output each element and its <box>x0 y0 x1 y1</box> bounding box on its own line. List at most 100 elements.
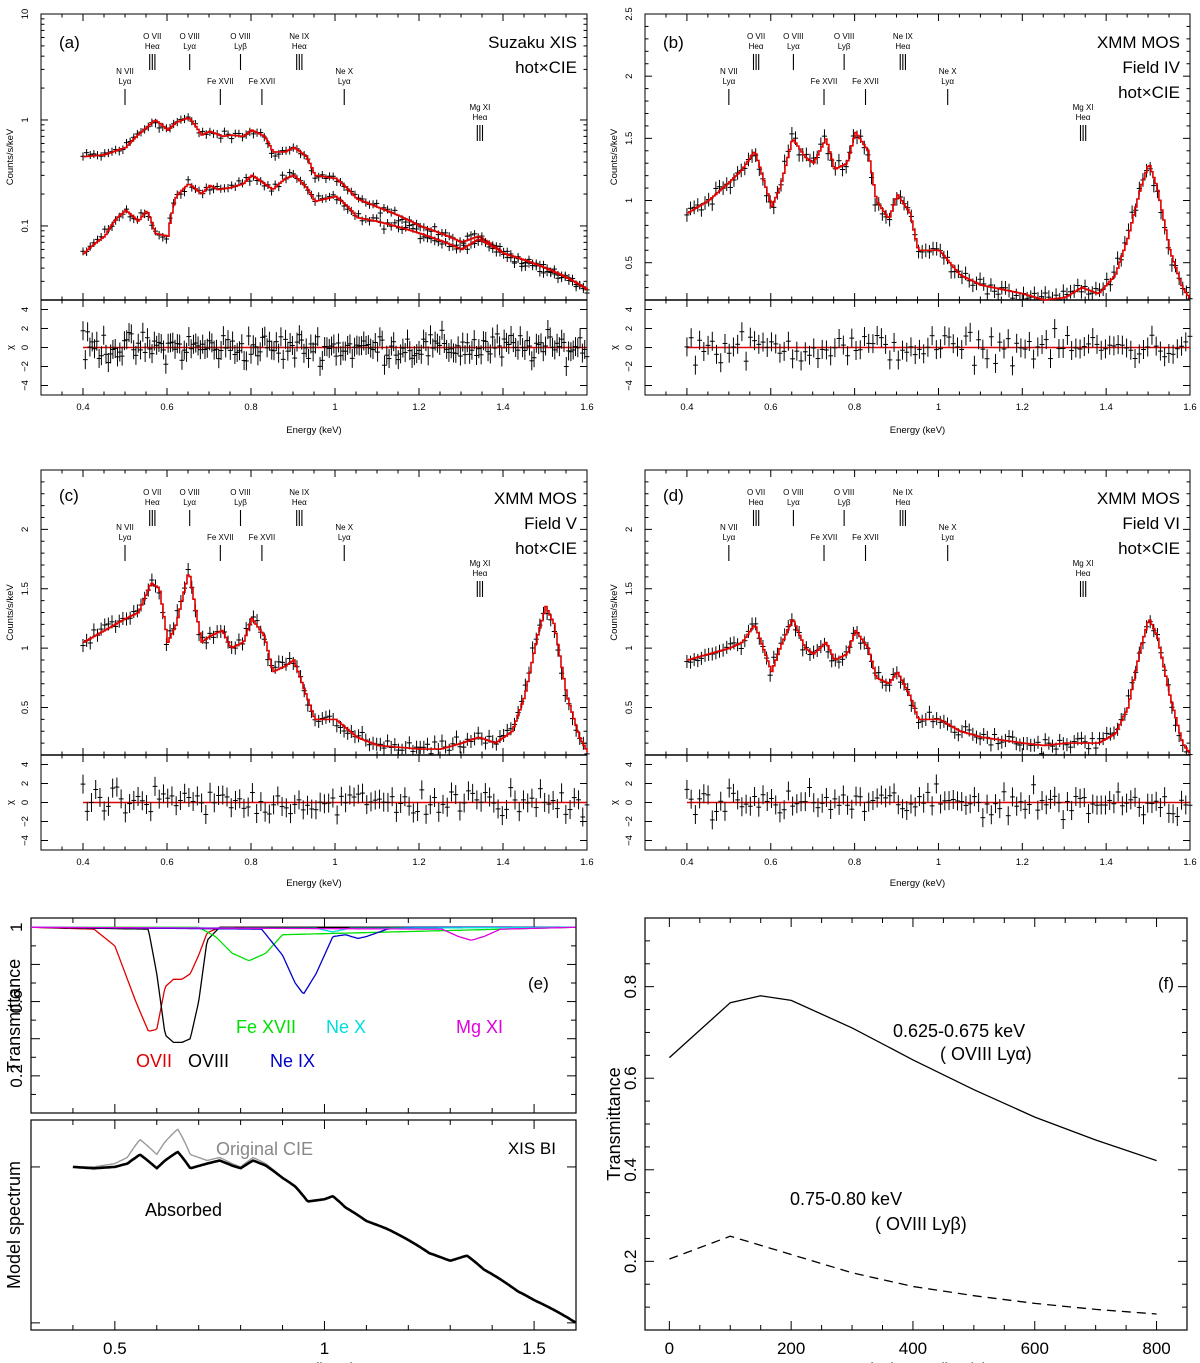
line-label: Lyα <box>183 498 196 507</box>
x-tick-label: 1 <box>936 402 941 413</box>
x-axis-label: Turbulence (km/s) <box>844 1360 988 1363</box>
residual-tick-label: −2 <box>20 816 31 827</box>
y-tick-label: 1 <box>20 117 31 122</box>
panel-label: (c) <box>59 486 79 505</box>
line-label: Lyα <box>941 77 954 86</box>
line-label: O VIII <box>179 32 199 41</box>
y-tick-label: 2 <box>624 527 635 532</box>
y-tick-label: 0.5 <box>624 256 635 269</box>
line-label: Lyβ <box>838 498 851 507</box>
residual-tick-label: −2 <box>624 816 635 827</box>
panel-title: hot×CIE <box>515 58 577 77</box>
line-label: Heα <box>145 498 160 507</box>
line-label: Lyα <box>119 533 132 542</box>
line-label: Lyα <box>941 533 954 542</box>
line-label: Lyα <box>338 533 351 542</box>
y-tick-label: 1 <box>624 645 635 650</box>
x-tick-label: 1.4 <box>1100 857 1113 868</box>
transmittance-line <box>31 926 576 941</box>
x-tick-label: 1.6 <box>580 402 593 413</box>
series-label: Ne X <box>326 1017 366 1037</box>
line-label: O VIII <box>179 488 199 497</box>
residual-tick-label: 4 <box>20 307 31 312</box>
y-axis-label: Model spectrum <box>4 1161 24 1289</box>
residual-tick-label: −4 <box>20 835 31 846</box>
x-axis-label: Energy (keV) <box>251 1360 356 1363</box>
line-label: Mg XI <box>1073 103 1094 112</box>
line-label: Lyβ <box>234 498 247 507</box>
panel-title: hot×CIE <box>1118 539 1180 558</box>
curve-label: ( OVIII Lyβ) <box>875 1214 967 1234</box>
line-label: Fe XVII <box>811 77 838 86</box>
residual-axis-label: χ <box>5 800 16 805</box>
spectrum-panel-1: 0.4 0.6 0.8 1 1.2 1.4 1.6 Energy (keV) 0.5 1 1.5 2 2… <box>609 7 1197 436</box>
y-tick-label: 2 <box>624 74 635 79</box>
y-axis-label: Transmittance <box>4 959 24 1072</box>
line-label: Mg XI <box>469 103 490 112</box>
line-label: Mg XI <box>469 559 490 568</box>
spectrum-panel-0: 0.4 0.6 0.8 1 1.2 1.4 1.6 Energy (keV) 0.1 1 10 Cou… <box>5 9 594 436</box>
residual-axis-label: χ <box>609 800 620 805</box>
y-axis-label: Counts/s/keV <box>5 584 16 641</box>
line-label: Lyα <box>787 498 800 507</box>
y-tick-label: 0.2 <box>621 1250 640 1274</box>
x-tick-label: 1.6 <box>1183 857 1196 868</box>
residual-axis-label: χ <box>609 345 620 350</box>
x-tick-label: 0.4 <box>76 857 89 868</box>
line-label: Heα <box>292 42 307 51</box>
model-line <box>83 174 588 290</box>
model-spectrum-line <box>72 1128 576 1324</box>
line-label: Ne X <box>939 523 957 532</box>
residual-tick-label: −2 <box>20 361 31 372</box>
line-label: Ne IX <box>893 32 914 41</box>
line-label: Lyα <box>787 42 800 51</box>
panel-title: Field IV <box>1122 58 1180 77</box>
model-spectrum-line <box>72 1150 577 1324</box>
line-label: Fe XVII <box>207 533 234 542</box>
x-tick-label: 0.8 <box>244 402 257 413</box>
y-tick-label: 1.5 <box>624 582 635 595</box>
line-label: Ne X <box>335 523 353 532</box>
line-label: Heα <box>145 42 160 51</box>
panel-label: (d) <box>663 486 684 505</box>
panel-label: (e) <box>528 974 549 993</box>
y-tick-label: 0.5 <box>20 701 31 714</box>
y-tick-label: 2.5 <box>624 7 635 20</box>
y-tick-label: 0.5 <box>624 701 635 714</box>
line-label: O VII <box>747 488 765 497</box>
line-label: O VIII <box>834 488 854 497</box>
x-tick-label: 1 <box>332 857 337 868</box>
x-tick-label: 1.6 <box>1183 402 1196 413</box>
y-axis-label: Counts/s/keV <box>609 128 620 185</box>
line-label: O VII <box>143 32 161 41</box>
y-tick-label: 0.6 <box>621 1066 640 1090</box>
annotation: Original CIE <box>216 1139 313 1159</box>
residual-tick-label: −4 <box>624 380 635 391</box>
y-tick-label: 1 <box>624 198 635 203</box>
y-tick-label: 1 <box>7 923 26 932</box>
residual-tick-label: −2 <box>624 361 635 372</box>
line-label: Lyβ <box>838 42 851 51</box>
residual-tick-label: 2 <box>624 781 635 786</box>
y-tick-label: 0.1 <box>20 219 31 232</box>
transmittance-line <box>31 926 576 1032</box>
spectrum-panel-3: 0.4 0.6 0.8 1 1.2 1.4 1.6 Energy (keV) 0.5 1 1.5 2 C… <box>609 469 1197 889</box>
x-tick-label: 0.4 <box>680 402 693 413</box>
y-tick-label: 0.6 <box>7 990 26 1014</box>
line-label: N VII <box>720 523 738 532</box>
x-tick-label: 800 <box>1142 1339 1170 1358</box>
residual-tick-label: 4 <box>624 762 635 767</box>
plot-frame <box>644 917 1188 1331</box>
x-tick-label: 1.2 <box>412 857 425 868</box>
x-tick-label: 1 <box>332 402 337 413</box>
line-label: Heα <box>895 42 910 51</box>
x-tick-label: 0 <box>665 1339 674 1358</box>
y-tick-label: 2 <box>20 527 31 532</box>
residual-tick-label: 0 <box>20 345 31 350</box>
curve-label: 0.625-0.675 keV <box>893 1021 1025 1041</box>
series-label: OVIII <box>188 1051 229 1071</box>
residual-tick-label: 0 <box>624 345 635 350</box>
line-label: Mg XI <box>1073 559 1094 568</box>
panel-label: (f) <box>1158 974 1174 993</box>
line-label: Ne IX <box>289 488 310 497</box>
